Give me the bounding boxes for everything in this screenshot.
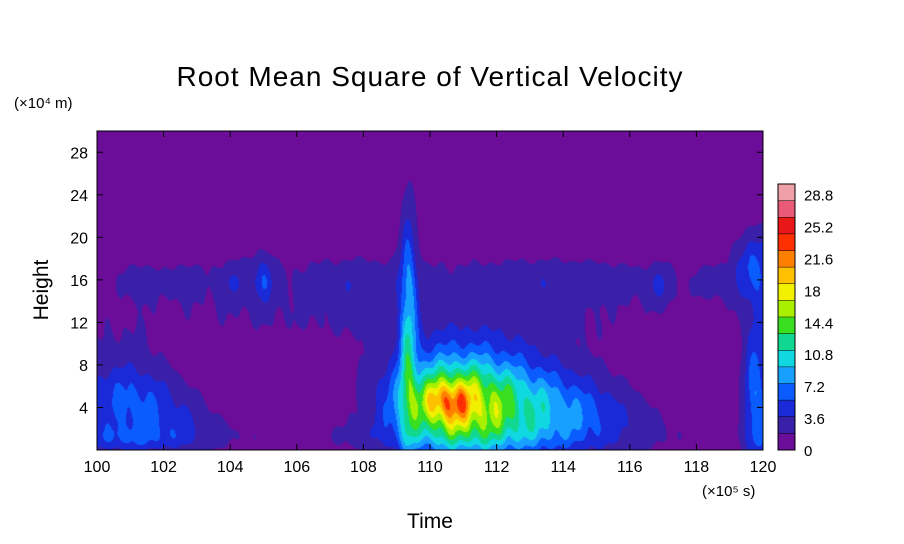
y-tick-label: 20 bbox=[70, 230, 88, 247]
colorbar-swatch bbox=[778, 350, 795, 368]
y-axis-ticks: 4 8 12 16 20 24 28 bbox=[70, 145, 763, 417]
x-tick-label: 104 bbox=[217, 459, 244, 476]
x-axis-label: Time bbox=[407, 510, 453, 533]
colorbar-swatch bbox=[778, 366, 795, 384]
colorbar-label: 18 bbox=[804, 283, 821, 300]
x-axis-ticks: 100 102 104 106 108 110 112 114 116 118 120 bbox=[84, 131, 777, 476]
y-tick-label: 12 bbox=[70, 315, 88, 332]
colorbar-swatch bbox=[778, 200, 795, 218]
colorbar-label: 25.2 bbox=[804, 220, 833, 237]
y-axis-label: Height bbox=[30, 259, 53, 320]
colorbar-swatch bbox=[778, 217, 795, 235]
x-tick-label: 114 bbox=[550, 459, 576, 476]
y-tick-label: 16 bbox=[70, 273, 88, 290]
colorbar-label: 14.4 bbox=[804, 315, 833, 332]
colorbar-swatch bbox=[778, 383, 795, 401]
x-tick-label: 118 bbox=[684, 459, 710, 476]
colorbar-swatch bbox=[778, 184, 795, 201]
x-tick-label: 108 bbox=[350, 459, 377, 476]
y-axis-unit: (×10⁴ m) bbox=[14, 95, 73, 112]
colorbar-swatch bbox=[778, 233, 795, 251]
colorbar-frame bbox=[777, 183, 796, 451]
y-tick-label: 24 bbox=[70, 188, 88, 205]
colorbar-swatch bbox=[778, 267, 795, 285]
y-tick-label: 28 bbox=[70, 145, 88, 162]
x-axis-unit: (×10⁵ s) bbox=[702, 483, 755, 500]
y-tick-label: 4 bbox=[79, 400, 88, 417]
x-tick-label: 102 bbox=[150, 459, 177, 476]
colorbar-label: 10.8 bbox=[804, 347, 833, 364]
colorbar-swatch bbox=[778, 433, 795, 451]
colorbar-label: 3.6 bbox=[804, 411, 825, 428]
y-tick-label: 8 bbox=[79, 358, 88, 375]
colorbar-label: 7.2 bbox=[804, 379, 825, 396]
colorbar-label: 0 bbox=[804, 443, 812, 460]
heatmap-field bbox=[97, 131, 763, 450]
x-tick-label: 120 bbox=[750, 459, 777, 476]
x-tick-label: 116 bbox=[617, 459, 643, 476]
x-tick-label: 110 bbox=[417, 459, 443, 476]
x-tick-label: 112 bbox=[484, 459, 510, 476]
colorbar-swatch bbox=[778, 333, 795, 351]
x-tick-label: 100 bbox=[84, 459, 111, 476]
chart-title: Root Mean Square of Vertical Velocity bbox=[176, 61, 683, 92]
colorbar: 0 3.6 7.2 10.8 14.4 18 21.6 25.2 28.8 bbox=[777, 183, 833, 460]
colorbar-swatch bbox=[778, 300, 795, 318]
colorbar-swatch bbox=[778, 416, 795, 434]
colorbar-label: 21.6 bbox=[804, 251, 833, 268]
colorbar-swatch bbox=[778, 400, 795, 418]
colorbar-swatch bbox=[778, 317, 795, 334]
colorbar-swatch bbox=[778, 250, 795, 268]
colorbar-swatch bbox=[778, 283, 795, 301]
colorbar-label: 28.8 bbox=[804, 188, 833, 205]
heatmap-canvas bbox=[97, 131, 763, 450]
x-tick-label: 106 bbox=[283, 459, 310, 476]
